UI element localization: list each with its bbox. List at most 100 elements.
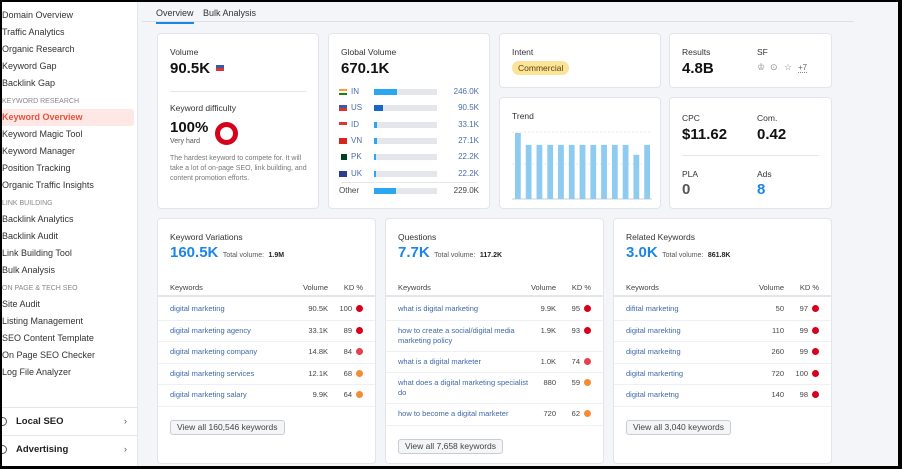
table-row: digital marketing company 14.8K 84	[158, 342, 375, 364]
sidebar-item[interactable]: Keyword Magic Tool	[2, 129, 83, 139]
panel-summary: 3.0K Total volume: 861.8K	[626, 244, 730, 262]
panel-title: Related Keywords	[626, 232, 695, 242]
trend-bar	[611, 144, 618, 199]
sidebar-item[interactable]: Site Audit	[2, 299, 41, 309]
keyword-kd: 84	[343, 347, 352, 356]
trend-card: Trend	[499, 97, 661, 209]
keyword-volume: 90.5K	[308, 304, 328, 313]
col-kd: KD %	[571, 283, 591, 292]
gv-row: IN 246.0K	[339, 86, 479, 98]
view-all-button[interactable]: View all 160,546 keywords	[170, 419, 285, 435]
keyword-link[interactable]: digital marketing agency	[170, 325, 251, 335]
sidebar-item[interactable]: On Page SEO Checker	[2, 350, 96, 360]
sidebar-item[interactable]: Backlink Gap	[2, 78, 56, 88]
gv-bar	[374, 105, 437, 112]
view-all-button[interactable]: View all 7,658 keywords	[398, 438, 504, 454]
panel-summary: 7.7K Total volume: 117.2K	[398, 244, 502, 262]
sidebar-group-local-seo[interactable]: Local SEO ›	[2, 407, 137, 435]
flag-id-icon	[339, 121, 347, 128]
keyword-link[interactable]: what is a digital marketer	[398, 356, 481, 366]
sidebar-item[interactable]: Backlink Audit	[2, 231, 59, 241]
kd-dot-icon	[812, 369, 819, 377]
keyword-volume: 720	[543, 409, 556, 418]
sidebar-item[interactable]: Keyword Overview	[2, 109, 134, 126]
divider	[341, 182, 477, 183]
flag-pk-icon	[339, 154, 347, 161]
com-label: Com.	[757, 113, 778, 123]
panel-count: 3.0K	[626, 244, 658, 261]
sidebar-item[interactable]: Backlink Analytics	[2, 214, 74, 224]
kd-value: 100%	[170, 119, 209, 136]
gv-other-label: Other	[339, 186, 360, 195]
keyword-volume: 110	[772, 325, 784, 335]
keyword-link[interactable]: what is digital marketing	[398, 304, 479, 313]
table-row: digital marketing 90.5K 100	[158, 299, 375, 321]
keyword-kd: 99	[799, 347, 808, 356]
keyword-link[interactable]: what does a digital marketing specialist…	[398, 378, 529, 397]
keyword-link[interactable]: difital marketing	[626, 304, 679, 313]
volume-value: 90.5K	[170, 60, 211, 77]
tab-overview[interactable]: Overview	[156, 8, 194, 24]
keyword-volume: 720	[771, 368, 784, 378]
keyword-kd: 100	[795, 368, 808, 378]
flag-in-icon	[339, 89, 347, 95]
sidebar-item[interactable]: SEO Content Template	[2, 333, 94, 343]
keyword-link[interactable]: digital markerting	[626, 368, 684, 378]
sidebar-item[interactable]: Keyword Gap	[2, 61, 57, 71]
sidebar-item[interactable]: Organic Traffic Insights	[2, 180, 94, 190]
gv-value: 22.2K	[458, 152, 479, 162]
keyword-kd: 95	[571, 304, 580, 313]
kd-ring-icon	[215, 122, 238, 145]
total-volume-label: Total volume:	[662, 252, 704, 259]
keyword-link[interactable]: how to become a digital marketer	[398, 409, 509, 418]
col-keywords: Keywords	[626, 283, 659, 292]
sidebar-item[interactable]: Log File Analyzer	[2, 367, 72, 377]
gv-value: 22.2K	[458, 168, 479, 178]
panel-related-keywords: Related Keywords 3.0K Total volume: 861.…	[613, 218, 832, 464]
trend-bar	[515, 133, 521, 199]
trend-bar	[590, 144, 597, 199]
kd-label: Keyword difficulty	[170, 103, 236, 113]
pla-value: 0	[682, 181, 691, 198]
panel-count: 160.5K	[170, 244, 219, 261]
keyword-link[interactable]: digital markeitng	[626, 347, 681, 356]
star-icon: ☆	[784, 62, 793, 72]
keyword-link[interactable]: digital marketng	[626, 390, 679, 399]
kd-dot-icon	[584, 379, 591, 386]
keyword-link[interactable]: digital marketing	[170, 304, 225, 313]
sidebar-item[interactable]: Bulk Analysis	[2, 265, 56, 275]
sidebar-item[interactable]: Organic Research	[2, 44, 75, 54]
keyword-link[interactable]: digital marekting	[626, 325, 681, 335]
sf-more-link[interactable]: +7	[798, 63, 808, 73]
trend-bar	[568, 144, 575, 199]
sidebar-item[interactable]: Link Building Tool	[2, 248, 72, 258]
gv-row: VN 27.1K	[339, 135, 479, 147]
keyword-link[interactable]: digital marketing company	[170, 347, 258, 356]
keyword-volume: 14.8K	[308, 347, 328, 356]
keyword-link[interactable]: digital marketing salary	[170, 390, 247, 399]
panel-summary: 160.5K Total volume: 1.9M	[170, 244, 284, 262]
kd-dot-icon	[584, 326, 591, 334]
keyword-link[interactable]: digital marketing services	[170, 368, 255, 378]
keyword-kd: 99	[799, 325, 808, 335]
chevron-right-icon: ›	[123, 416, 127, 427]
sidebar-item[interactable]: Position Tracking	[2, 163, 71, 173]
kd-dot-icon	[356, 348, 363, 355]
keyword-kd: 74	[571, 356, 580, 366]
flag-us-icon	[339, 105, 347, 112]
sidebar-item[interactable]: Keyword Manager	[2, 146, 76, 156]
keyword-volume: 260	[771, 347, 784, 356]
keyword-volume: 12.1K	[308, 368, 328, 378]
keyword-volume: 1.9K	[540, 325, 556, 335]
table-row: how to create a social/digital media mar…	[386, 321, 603, 352]
tab-bar: Overview Bulk Analysis	[142, 2, 854, 24]
sidebar-item[interactable]: Domain Overview	[2, 10, 74, 20]
sidebar-group-advertising[interactable]: Advertising ›	[2, 435, 137, 463]
gv-row-other: Other 229.0K	[339, 185, 479, 197]
sidebar-item[interactable]: Traffic Analytics	[2, 27, 65, 37]
view-all-button[interactable]: View all 3,040 keywords	[626, 419, 732, 435]
sidebar-section-header: KEYWORD RESEARCH	[2, 98, 80, 105]
keyword-link[interactable]: how to create a social/digital media mar…	[398, 325, 515, 345]
sidebar-item[interactable]: Listing Management	[2, 316, 84, 326]
tab-bulk-analysis[interactable]: Bulk Analysis	[203, 8, 257, 18]
